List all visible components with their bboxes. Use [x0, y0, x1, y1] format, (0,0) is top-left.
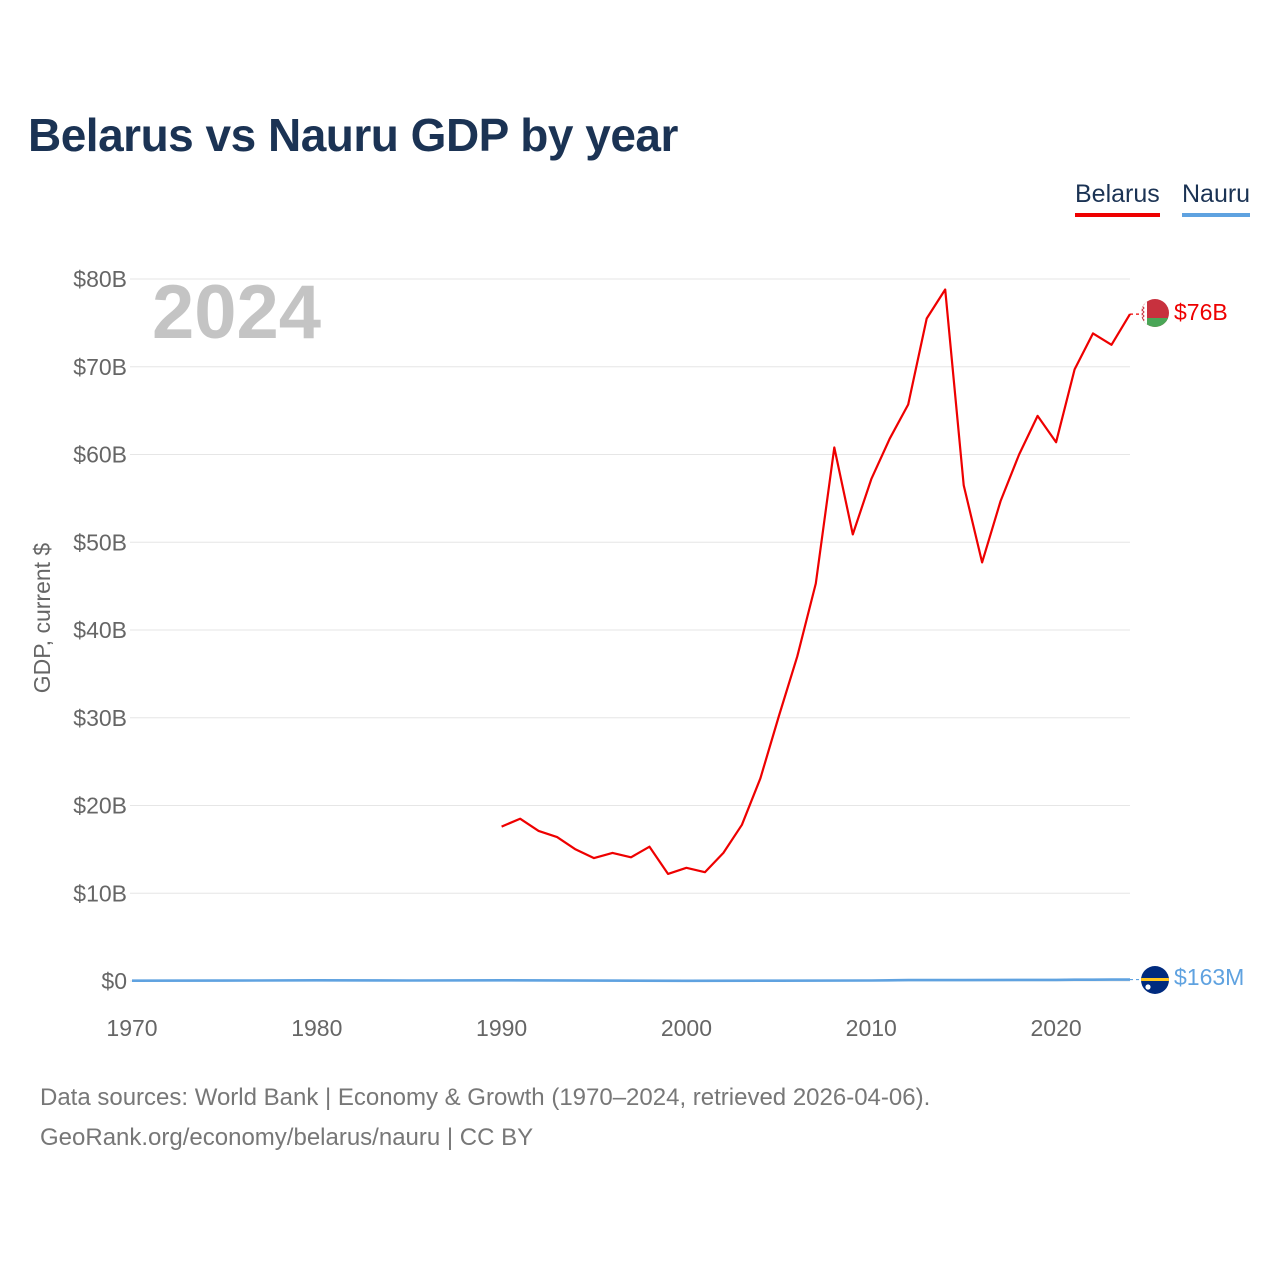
y-tick-label: $80B: [73, 266, 127, 292]
x-tick-label: 1980: [291, 1015, 342, 1041]
series-line-nauru[interactable]: [131, 978, 1130, 983]
x-tick-label: 2020: [1030, 1015, 1081, 1041]
y-tick-label: $0: [101, 968, 127, 994]
belarus-flag-icon: [1141, 299, 1169, 327]
x-tick-label: 1990: [476, 1015, 527, 1041]
belarus-end-value-label: $76B: [1174, 299, 1228, 325]
x-tick-label: 2010: [846, 1015, 897, 1041]
y-tick-label: $10B: [73, 880, 127, 906]
series-lines: [131, 288, 1140, 983]
legend-item-nauru[interactable]: Nauru: [1182, 180, 1251, 217]
year-watermark: 2024: [152, 270, 321, 355]
series-line-belarus[interactable]: [501, 288, 1131, 875]
y-axis-label: GDP, current $: [29, 543, 55, 694]
y-tick-label: $70B: [73, 354, 127, 380]
footer-credit: GeoRank.org/economy/belarus/nauru | CC B…: [40, 1124, 534, 1151]
y-axis-ticks: $0 $10B $20B $30B $40B $50B $60B $70B $80B: [73, 266, 127, 994]
x-tick-label: 2000: [661, 1015, 712, 1041]
chart-title: Belarus vs Nauru GDP by year: [28, 109, 678, 161]
y-tick-label: $20B: [73, 793, 127, 819]
footer-data-source: Data sources: World Bank | Economy & Gro…: [40, 1084, 931, 1111]
legend-item-belarus[interactable]: Belarus: [1075, 180, 1160, 217]
y-tick-label: $30B: [73, 705, 127, 731]
x-tick-label: 1970: [106, 1015, 157, 1041]
nauru-flag-icon: [1141, 966, 1169, 994]
y-tick-label: $60B: [73, 442, 127, 468]
x-axis-ticks: 1970 1980 1990 2000 2010 2020: [106, 1015, 1081, 1041]
gridlines: [130, 278, 1130, 982]
y-tick-label: $50B: [73, 529, 127, 555]
y-tick-label: $40B: [73, 617, 127, 643]
nauru-end-value-label: $163M: [1174, 964, 1244, 990]
